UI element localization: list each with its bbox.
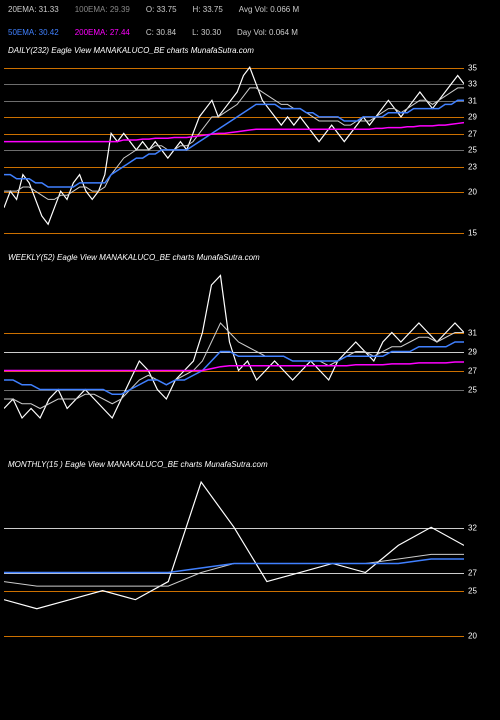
series-ema200 bbox=[4, 123, 464, 142]
charts-container: DAILY(232) Eagle View MANAKALUCO_BE char… bbox=[0, 42, 500, 663]
y-axis-label: 20 bbox=[468, 187, 494, 196]
chart-section: WEEKLY(52) Eagle View MANAKALUCO_BE char… bbox=[0, 249, 500, 456]
series-price bbox=[4, 482, 464, 609]
stat-item: 50EMA: 30.42 bbox=[8, 27, 59, 38]
chart-canvas: 32272520 bbox=[4, 473, 464, 663]
chart-canvas: 353331292725232015 bbox=[4, 59, 464, 249]
series-ema50 bbox=[4, 101, 464, 188]
chart-svg bbox=[4, 59, 464, 249]
stat-item: 20EMA: 31.33 bbox=[8, 4, 59, 15]
series-ema50 bbox=[4, 342, 464, 394]
chart-svg bbox=[4, 473, 464, 663]
chart-title-source: MunafaSutra.com bbox=[197, 253, 260, 262]
chart-title-prefix: DAILY(232) Eagle View bbox=[8, 46, 93, 55]
y-axis-label: 27 bbox=[468, 366, 494, 375]
stat-item: C: 30.84 bbox=[146, 27, 176, 38]
chart-section: DAILY(232) Eagle View MANAKALUCO_BE char… bbox=[0, 42, 500, 249]
chart-title: MONTHLY(15 ) Eagle View MANAKALUCO_BE ch… bbox=[0, 456, 500, 473]
y-axis-label: 33 bbox=[468, 80, 494, 89]
y-axis-label: 25 bbox=[468, 586, 494, 595]
y-axis-label: 35 bbox=[468, 63, 494, 72]
series-ema50 bbox=[4, 559, 464, 573]
stat-item: 200EMA: 27.44 bbox=[75, 27, 130, 38]
y-axis-label: 25 bbox=[468, 146, 494, 155]
chart-title-prefix: WEEKLY(52) Eagle View bbox=[8, 253, 99, 262]
y-axis-label: 15 bbox=[468, 228, 494, 237]
chart-title-source: MunafaSutra.com bbox=[191, 46, 254, 55]
y-axis-label: 31 bbox=[468, 96, 494, 105]
stats-row-2: 50EMA: 30.42 200EMA: 27.44 C: 30.84 L: 30.3… bbox=[8, 27, 492, 38]
y-axis-label: 29 bbox=[468, 347, 494, 356]
chart-canvas: 31292725 bbox=[4, 266, 464, 456]
stat-item: 100EMA: 29.39 bbox=[75, 4, 130, 15]
y-axis-label: 23 bbox=[468, 162, 494, 171]
y-axis-label: 32 bbox=[468, 523, 494, 532]
stat-item: Day Vol: 0.064 M bbox=[237, 27, 298, 38]
y-axis-label: 25 bbox=[468, 385, 494, 394]
y-axis-label: 31 bbox=[468, 328, 494, 337]
y-axis-label: 20 bbox=[468, 632, 494, 641]
stat-item: L: 30.30 bbox=[192, 27, 221, 38]
chart-svg bbox=[4, 266, 464, 456]
y-axis-label: 27 bbox=[468, 568, 494, 577]
chart-title-symbol: MANAKALUCO_BE charts bbox=[107, 460, 204, 469]
chart-title-source: MunafaSutra.com bbox=[205, 460, 268, 469]
stats-row-1: 20EMA: 31.33 100EMA: 29.39 O: 33.75 H: 33.7… bbox=[8, 4, 492, 15]
chart-section: MONTHLY(15 ) Eagle View MANAKALUCO_BE ch… bbox=[0, 456, 500, 663]
chart-title: DAILY(232) Eagle View MANAKALUCO_BE char… bbox=[0, 42, 500, 59]
stat-item: O: 33.75 bbox=[146, 4, 177, 15]
series-ema20 bbox=[4, 555, 464, 587]
y-axis-label: 29 bbox=[468, 113, 494, 122]
y-axis-label: 27 bbox=[468, 129, 494, 138]
stats-bar: 20EMA: 31.33 100EMA: 29.39 O: 33.75 H: 33.7… bbox=[0, 0, 500, 42]
series-price bbox=[4, 68, 464, 225]
series-ema200 bbox=[4, 362, 464, 371]
stat-item: H: 33.75 bbox=[193, 4, 223, 15]
chart-title: WEEKLY(52) Eagle View MANAKALUCO_BE char… bbox=[0, 249, 500, 266]
stat-item: Avg Vol: 0.066 M bbox=[239, 4, 299, 15]
chart-title-symbol: MANAKALUCO_BE charts bbox=[99, 253, 196, 262]
chart-title-prefix: MONTHLY(15 ) Eagle View bbox=[8, 460, 107, 469]
chart-title-symbol: MANAKALUCO_BE charts bbox=[93, 46, 190, 55]
